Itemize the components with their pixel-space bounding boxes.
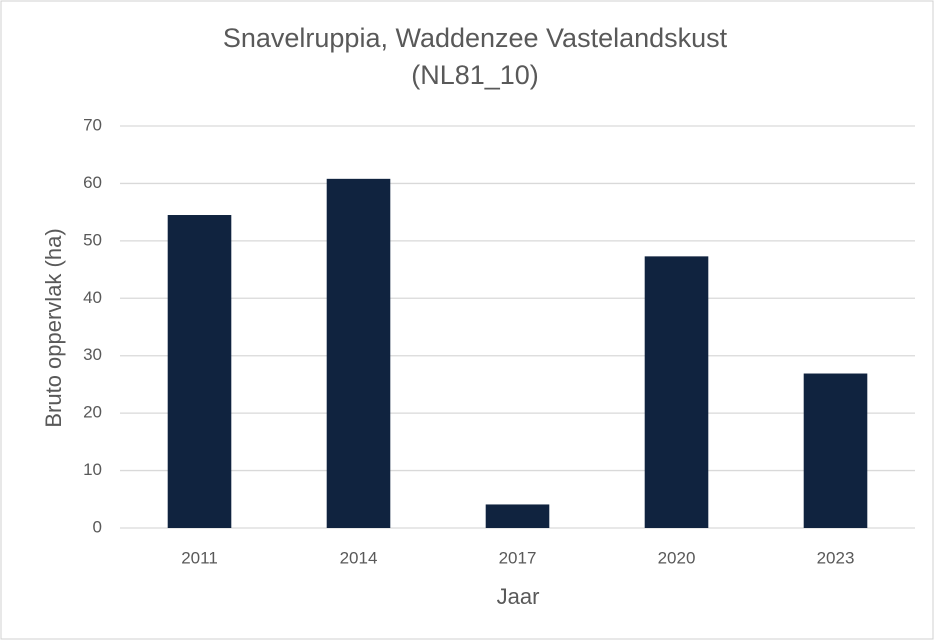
x-tick-label: 2014 [340, 548, 378, 567]
x-tick-label: 2011 [181, 548, 218, 567]
x-axis-title: Jaar [497, 584, 540, 609]
bar [167, 215, 232, 528]
bar [803, 373, 868, 528]
y-axis-title: Bruto oppervlak (ha) [41, 228, 66, 427]
x-tick-label: 2023 [817, 548, 855, 567]
chart-title: (NL81_10) [411, 60, 539, 90]
bar [326, 178, 391, 528]
y-tick-label: 40 [83, 288, 102, 307]
y-tick-label: 0 [93, 517, 102, 536]
y-tick-label: 50 [83, 230, 102, 249]
x-tick-label: 2017 [499, 548, 537, 567]
y-tick-label: 30 [83, 345, 102, 364]
y-tick-label: 10 [83, 460, 102, 479]
y-tick-label: 70 [83, 115, 102, 134]
chart-title: Snavelruppia, Waddenzee Vastelandskust [223, 23, 728, 53]
y-tick-label: 20 [83, 403, 102, 422]
bar [644, 256, 709, 528]
bar [485, 504, 550, 528]
x-tick-label: 2020 [658, 548, 696, 567]
y-tick-label: 60 [83, 173, 102, 192]
